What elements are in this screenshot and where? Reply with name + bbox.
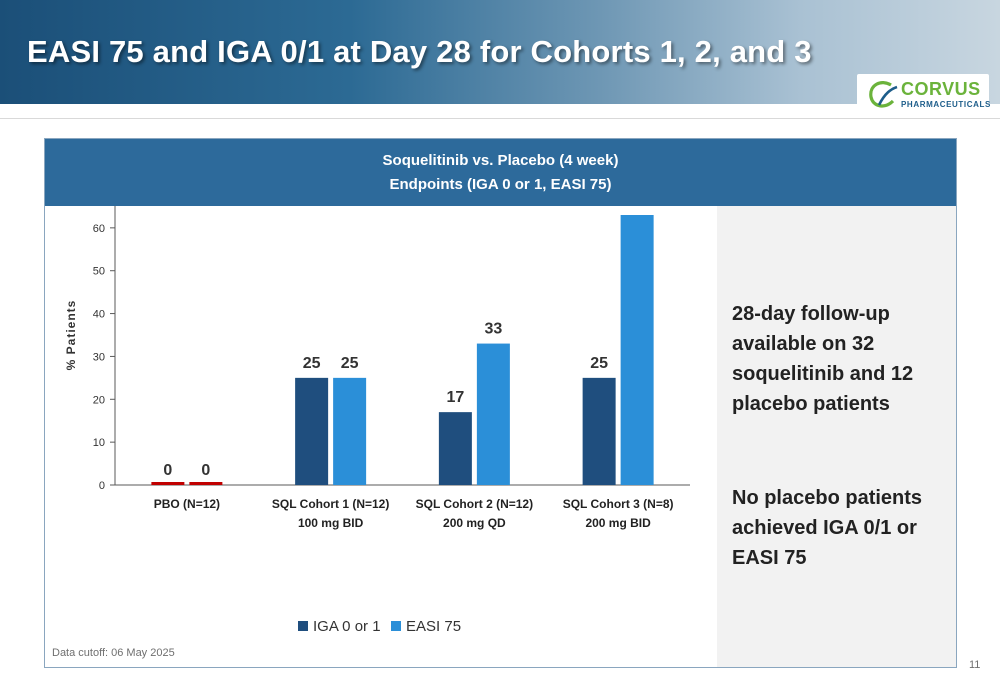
- x-tick-label: SQL Cohort 1 (N=12): [272, 497, 389, 511]
- x-tick-label: PBO (N=12): [154, 497, 220, 511]
- data-label: 63: [628, 206, 646, 209]
- y-tick-label: 60: [93, 223, 105, 235]
- panel-header: Soquelitinib vs. Placebo (4 week) Endpoi…: [45, 139, 956, 206]
- corvus-logo-icon: [869, 81, 898, 108]
- bar-easi: [189, 482, 223, 485]
- logo-subtitle: PHARMACEUTICALS: [901, 100, 991, 109]
- logo-name: CORVUS: [901, 79, 981, 99]
- y-tick-label: 40: [93, 309, 105, 321]
- y-tick-label: 0: [99, 480, 105, 492]
- y-tick-label: 10: [93, 437, 105, 449]
- data-label: 17: [446, 389, 464, 406]
- side-note-placebo: No placebo patients achieved IGA 0/1 or …: [732, 487, 923, 569]
- chart-panel: Soquelitinib vs. Placebo (4 week) Endpoi…: [44, 138, 957, 668]
- data-label: 25: [341, 355, 359, 372]
- header-divider: [0, 118, 1000, 119]
- bar-easi: [333, 377, 367, 485]
- data-label: 25: [303, 355, 321, 372]
- bar-iga: [295, 377, 329, 485]
- x-tick-label: 200 mg BID: [585, 516, 651, 530]
- corvus-logo: CORVUS PHARMACEUTICALS: [857, 74, 991, 114]
- data-cutoff-note: Data cutoff: 06 May 2025: [52, 647, 175, 659]
- bar-iga: [151, 482, 185, 485]
- x-tick-label: SQL Cohort 3 (N=8): [563, 497, 674, 511]
- y-tick-label: 20: [93, 394, 105, 406]
- page-number: 11: [969, 659, 981, 671]
- slide-title: EASI 75 and IGA 0/1 at Day 28 for Cohort…: [27, 34, 812, 69]
- legend-swatch: [391, 621, 401, 631]
- legend-label: EASI 75: [406, 618, 461, 635]
- panel-title-line2: Endpoints (IGA 0 or 1, EASI 75): [389, 176, 612, 193]
- legend-label: IGA 0 or 1: [313, 618, 381, 635]
- legend-swatch: [298, 621, 308, 631]
- side-notes: 28-day follow-up available on 32 soqueli…: [717, 206, 956, 667]
- y-tick-label: 30: [93, 351, 105, 363]
- y-tick-label: 50: [93, 266, 105, 278]
- bar-easi: [476, 343, 510, 485]
- data-label: 0: [201, 462, 210, 479]
- x-tick-label: 200 mg QD: [443, 516, 506, 530]
- panel-title-line1: Soquelitinib vs. Placebo (4 week): [382, 152, 619, 169]
- side-note-followup: 28-day follow-up available on 32 soqueli…: [732, 303, 914, 415]
- y-axis-label: % Patients: [64, 300, 78, 371]
- data-label: 25: [590, 355, 608, 372]
- title-banner: EASI 75 and IGA 0/1 at Day 28 for Cohort…: [0, 0, 1000, 104]
- data-label: 0: [163, 462, 172, 479]
- bar-iga: [582, 377, 616, 485]
- x-tick-label: 100 mg BID: [298, 516, 364, 530]
- x-tick-label: SQL Cohort 2 (N=12): [416, 497, 533, 511]
- bar-iga: [438, 412, 472, 485]
- data-label: 33: [484, 321, 502, 338]
- bar-easi: [620, 215, 654, 485]
